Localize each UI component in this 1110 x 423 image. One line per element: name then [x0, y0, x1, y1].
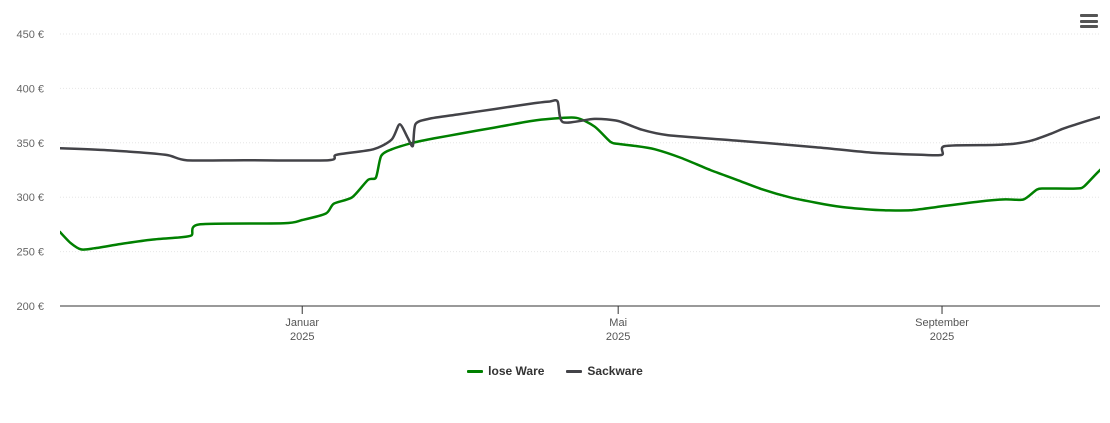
y-axis: 200 € 250 € 300 € 350 € 400 € 450 €	[16, 29, 44, 313]
x-tick-label: Januar	[285, 317, 319, 329]
series-lines	[60, 78, 1110, 251]
legend-swatch	[467, 369, 484, 373]
y-tick-label: 450 €	[16, 29, 44, 41]
x-tick-year-label: 2025	[290, 331, 314, 343]
series-line-lose-ware[interactable]	[60, 116, 1110, 251]
chart-legend: lose Ware Sackware	[0, 364, 1110, 378]
x-tick-year-label: 2025	[606, 331, 630, 343]
y-tick-label: 350 €	[16, 138, 44, 150]
legend-label: Sackware	[587, 364, 643, 378]
y-tick-label: 200 €	[16, 301, 44, 313]
grid	[60, 33, 1100, 253]
x-tick-year-label: 2025	[930, 331, 954, 343]
legend-item-lose-ware[interactable]: lose Ware	[467, 364, 544, 378]
y-tick-label: 400 €	[16, 83, 44, 95]
x-tick-label: Mai	[609, 317, 627, 329]
y-tick-label: 250 €	[16, 247, 44, 259]
chart-menu-icon[interactable]	[1080, 14, 1098, 28]
y-tick-label: 300 €	[16, 192, 44, 204]
x-tick-label: September	[915, 317, 969, 329]
legend-item-sackware[interactable]: Sackware	[566, 364, 643, 378]
x-axis: Januar 2025 Mai 2025 September 2025	[60, 305, 1100, 343]
legend-swatch	[566, 369, 583, 373]
series-line-sackware[interactable]	[60, 78, 1110, 162]
legend-label: lose Ware	[488, 364, 545, 378]
